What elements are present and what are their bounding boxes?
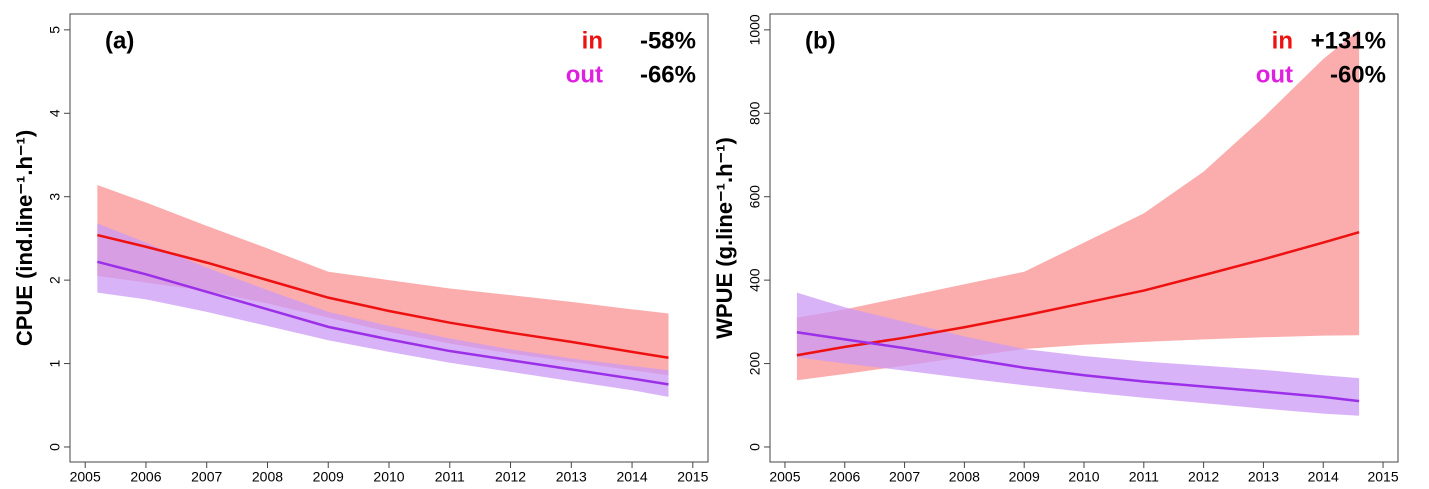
x-tick-label: 2012 [495, 469, 526, 485]
legend-label: in [582, 27, 603, 54]
x-tick-label: 2006 [829, 469, 860, 485]
change-label: +131% [1311, 27, 1386, 54]
change-label: -60% [1330, 61, 1386, 88]
x-tick-label: 2013 [1248, 469, 1279, 485]
x-tick-label: 2010 [373, 469, 404, 485]
y-tick-label: 5 [47, 26, 63, 34]
x-tick-label: 2007 [889, 469, 920, 485]
x-tick-label: 2015 [1367, 469, 1398, 485]
legend-label: in [1272, 27, 1293, 54]
y-tick-label: 0 [47, 443, 63, 451]
x-tick-label: 2005 [769, 469, 800, 485]
y-tick-label: 800 [747, 101, 763, 125]
y-tick-label: 400 [747, 268, 763, 292]
confidence-band [97, 223, 669, 397]
x-tick-label: 2008 [252, 469, 283, 485]
y-tick-label: 2 [47, 276, 63, 284]
legend-label: out [566, 61, 603, 88]
trend-line [97, 233, 669, 359]
x-tick-label: 2011 [1129, 469, 1159, 485]
legend-label: out [1256, 61, 1293, 88]
confidence-band [97, 185, 669, 376]
trend-line [796, 230, 1360, 357]
x-tick-label: 2007 [191, 469, 222, 485]
x-tick-label: 2009 [1009, 469, 1040, 485]
y-axis-label: WPUE (g.line⁻¹.h⁻¹) [712, 137, 737, 339]
trend-line [796, 331, 1360, 403]
x-tick-label: 2006 [130, 469, 161, 485]
panel-label: (b) [805, 27, 836, 54]
x-tick-label: 2014 [1308, 469, 1339, 485]
x-tick-label: 2005 [70, 469, 101, 485]
x-tick-label: 2011 [435, 469, 465, 485]
y-tick-label: 0 [747, 443, 763, 451]
x-tick-label: 2010 [1068, 469, 1099, 485]
y-axis-label: CPUE (ind.line⁻¹.h⁻¹) [12, 130, 37, 346]
trend-line [97, 260, 669, 386]
y-tick-label: 3 [47, 193, 63, 201]
y-tick-label: 1000 [747, 14, 763, 45]
y-tick-label: 600 [747, 185, 763, 209]
confidence-band [796, 292, 1360, 416]
x-tick-label: 2013 [556, 469, 587, 485]
change-label: -66% [640, 61, 696, 88]
x-tick-label: 2008 [949, 469, 980, 485]
y-tick-label: 1 [47, 359, 63, 367]
y-tick-label: 200 [747, 352, 763, 376]
x-tick-label: 2015 [677, 469, 708, 485]
y-tick-label: 4 [47, 109, 63, 117]
x-tick-label: 2012 [1188, 469, 1219, 485]
confidence-band [796, 29, 1360, 381]
panel-label: (a) [105, 27, 134, 54]
change-label: -58% [640, 27, 696, 54]
x-tick-label: 2009 [313, 469, 344, 485]
x-tick-label: 2014 [616, 469, 647, 485]
